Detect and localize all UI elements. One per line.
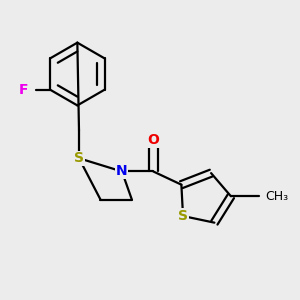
Text: F: F — [19, 83, 28, 97]
Text: S: S — [74, 151, 84, 165]
Text: S: S — [178, 209, 188, 223]
Text: CH₃: CH₃ — [265, 190, 288, 203]
Text: O: O — [147, 133, 159, 147]
Text: N: N — [116, 164, 128, 178]
